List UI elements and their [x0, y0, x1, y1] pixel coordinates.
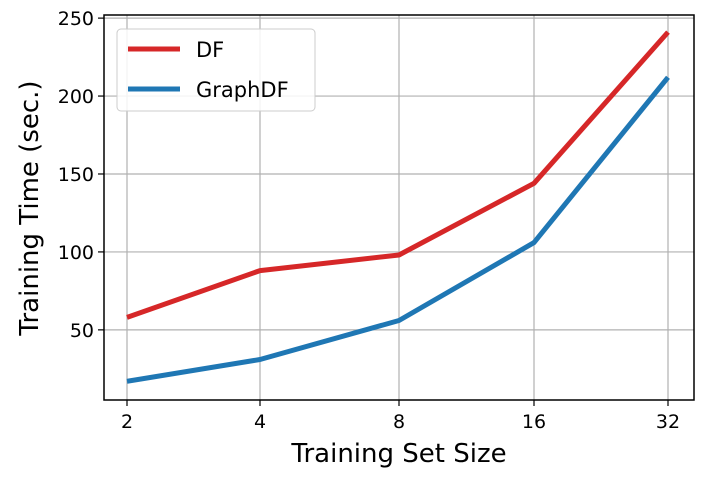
- x-axis: 2 4 8 16 32: [121, 400, 680, 433]
- x-tick-label: 8: [393, 411, 405, 433]
- y-tick-label: 100: [58, 242, 94, 264]
- series-line-df: [126, 30, 670, 320]
- y-tick-label: 200: [58, 86, 94, 108]
- legend-label-df: DF: [196, 38, 224, 62]
- y-tick-label: 250: [58, 8, 94, 30]
- x-axis-label: Training Set Size: [290, 439, 506, 469]
- series-layer: [126, 30, 670, 384]
- legend: DF GraphDF: [116, 28, 316, 112]
- y-axis-label: Training Time (sec.): [15, 80, 45, 336]
- y-axis: 50 100 150 200 250: [58, 8, 104, 342]
- x-tick-label: 4: [254, 411, 266, 433]
- series-line-graphdf: [126, 75, 670, 384]
- y-tick-label: 150: [58, 164, 94, 186]
- legend-label-graphdf: GraphDF: [196, 78, 289, 102]
- x-tick-label: 2: [121, 411, 133, 433]
- x-tick-label: 16: [522, 411, 546, 433]
- y-tick-label: 50: [70, 320, 94, 342]
- x-tick-label: 32: [656, 411, 680, 433]
